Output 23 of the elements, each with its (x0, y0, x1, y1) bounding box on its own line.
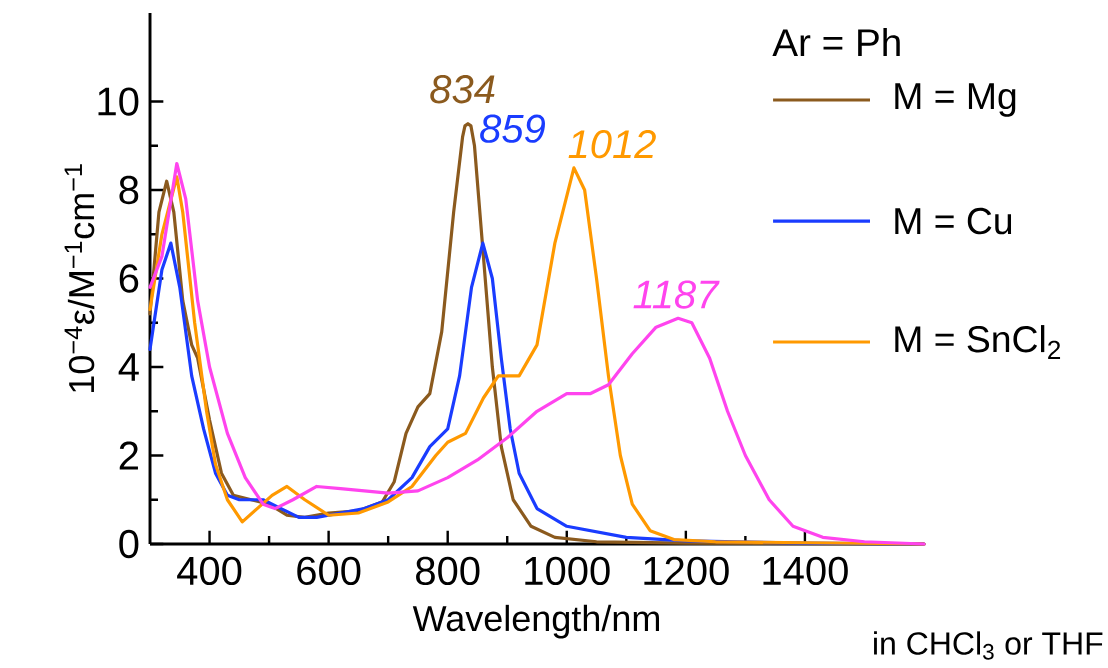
legend-label: M = Mg (895, 83, 1016, 117)
annotation: 834 (430, 75, 495, 104)
y-axis-title: 10$^{−4}$ε/M$^{−1}$cm$^{−1}$ (64, 164, 95, 392)
x-tick-label: 1200 (644, 556, 729, 586)
x-tick-label: 800 (416, 556, 480, 586)
x-axis-title: Wavelength/nm (412, 604, 659, 639)
y-tick-label: 0 (119, 529, 139, 559)
text: in CHCl$_{3}$ or THF (874, 631, 1103, 660)
y-tick-label: 8 (119, 175, 139, 205)
y-tick-label: 6 (119, 264, 139, 293)
y-tick-label: 10 (98, 87, 139, 116)
legend-label: M = Cu (895, 207, 1012, 235)
x-tick-label: 400 (177, 556, 242, 586)
legend-label: M = SnCl$_{2}$ (895, 325, 1061, 359)
legend-title: Ar = Ph (772, 27, 900, 56)
annotation: 859 (480, 114, 545, 143)
annotation: 1187 (633, 280, 720, 309)
annotation: 1012 (568, 129, 656, 159)
x-tick-label: 1000 (525, 556, 610, 586)
y-tick-label: 2 (119, 441, 138, 470)
x-tick-label: 1400 (763, 556, 848, 586)
x-tick-label: 600 (297, 556, 361, 586)
y-tick-label: 4 (118, 353, 139, 381)
